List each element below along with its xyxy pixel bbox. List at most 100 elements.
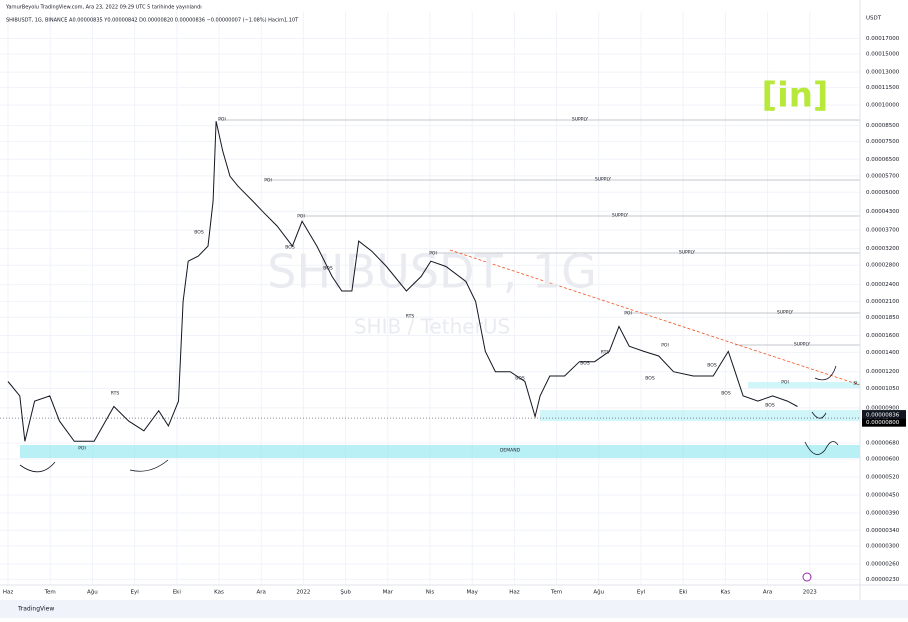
annotation: BOS: [194, 230, 204, 236]
annotation: POI: [218, 117, 226, 123]
logo: [in]: [762, 76, 829, 116]
x-tick-label: Ara: [257, 590, 266, 596]
x-tick-label: Haz: [509, 590, 520, 596]
y-tick-label: 0.00001600: [866, 333, 900, 339]
annotation: RTS: [406, 314, 415, 320]
y-tick-label: 0.00011500: [866, 85, 900, 91]
x-tick-label: Kas: [721, 590, 731, 596]
annotation: POI: [661, 343, 669, 349]
annotation: BOS: [580, 361, 590, 367]
marker-price-tag: [862, 418, 906, 427]
watermark-symbol: SHIBUSDT, 1G: [267, 245, 596, 299]
trend-line: [449, 249, 861, 386]
symbol-legend: SHIBUSDT, 1G, BINANCE A0.00000835 Y0.000…: [6, 18, 299, 24]
y-tick-label: 0.00000340: [866, 528, 900, 534]
footer-brand: TradingView: [17, 606, 54, 613]
y-tick-label: 0.00005700: [866, 173, 900, 179]
annotation: BOS: [645, 376, 655, 382]
x-tick-label: Haz: [3, 590, 14, 596]
y-tick-label: 0.00000520: [866, 474, 900, 480]
y-tick-label: 0.00003700: [866, 228, 900, 234]
annotation: SL: [853, 381, 859, 387]
annotation: SUPPLY: [612, 213, 628, 219]
y-tick-label: 0.00000680: [866, 441, 900, 447]
annotation: SUPPLY: [572, 117, 588, 123]
price-line: [7, 121, 798, 442]
x-tick-label: Tem: [44, 590, 56, 596]
y-tick-label: 0.00002100: [866, 299, 900, 305]
x-tick-label: Kas: [214, 590, 224, 596]
annotation: SUPPLY: [679, 250, 695, 256]
annotation: POI: [781, 380, 789, 386]
y-tick-label: 0.00008500: [866, 123, 900, 129]
x-tick-label: 2023: [803, 590, 817, 596]
x-tick-label: Şub: [340, 590, 351, 596]
y-tick-label: 0.00002800: [866, 263, 900, 269]
watermark-pair: SHIB / TetherUS: [354, 315, 510, 339]
y-tick-label: 0.00001200: [866, 369, 900, 375]
y-tick-label: 0.00001400: [866, 350, 900, 356]
y-tick-label: 0.00001850: [866, 315, 900, 321]
annotation: RTS: [111, 391, 120, 397]
y-tick-label: 0.00006500: [866, 157, 900, 163]
sketch-arrow: [19, 461, 56, 473]
annotation: BOS: [721, 391, 731, 397]
x-tick-label: Eki: [173, 590, 182, 596]
annotation: POI: [264, 178, 272, 184]
annotation: POI: [624, 311, 632, 317]
published-note: YarnurBeyolu TradingView.com, Ara 23, 20…: [5, 5, 202, 11]
x-tick-label: Mar: [383, 590, 394, 596]
x-tick-label: May: [467, 590, 479, 596]
annotation: BOS: [707, 363, 717, 369]
y-tick-label: 0.00000600: [866, 456, 900, 462]
y-tick-label: 0.00007500: [866, 139, 900, 145]
sketch-arrow: [814, 365, 837, 381]
annotation: SUPPLY: [595, 177, 611, 183]
x-tick-label: Nis: [426, 590, 435, 596]
annotation: BOS: [285, 245, 295, 251]
zone: [20, 445, 860, 458]
y-tick-label: 0.00005000: [866, 190, 900, 196]
event-icon[interactable]: [802, 572, 812, 582]
zone: [748, 382, 860, 388]
y-tick-label: 0.00000390: [866, 511, 900, 517]
annotation: SUPPLY: [777, 310, 793, 316]
y-tick-label: 0.00001050: [866, 386, 900, 392]
x-tick-label: Eyl: [130, 590, 139, 596]
annotation: DEMAND: [500, 448, 521, 454]
x-tick-label: Ağu: [593, 589, 604, 596]
marker-price-label: 0.00000800: [866, 420, 900, 426]
zone: [540, 410, 860, 421]
x-tick-label: Ara: [763, 590, 772, 596]
sketch-arrow: [129, 459, 169, 472]
y-tick-label: 0.00017000: [866, 36, 900, 42]
x-tick-label: Eyl: [637, 590, 646, 596]
y-tick-label: 0.00000260: [866, 561, 900, 567]
x-tick-label: Tem: [550, 590, 562, 596]
y-tick-label: 0.00003200: [866, 246, 900, 252]
y-tick-label: 0.00004300: [866, 209, 900, 215]
footer-bar: [0, 600, 908, 618]
y-tick-label: 0.00000900: [866, 405, 900, 411]
y-axis-unit: USDT: [866, 16, 882, 22]
annotation: BOS: [765, 403, 775, 409]
annotation: SUPPLY: [794, 342, 810, 348]
y-tick-label: 0.00000230: [866, 577, 900, 583]
annotation: POI: [297, 214, 305, 220]
y-tick-label: 0.00000300: [866, 544, 900, 550]
x-tick-label: 2022: [296, 590, 310, 596]
y-tick-label: 0.00000450: [866, 493, 900, 499]
y-tick-label: 0.00015000: [866, 52, 900, 58]
y-tick-label: 0.00013000: [866, 70, 900, 76]
last-price-label: 0.00000836: [866, 413, 900, 419]
annotation: RTS: [601, 350, 610, 356]
y-tick-label: 0.00010000: [866, 103, 900, 109]
x-tick-label: Eki: [679, 590, 688, 596]
y-tick-label: 0.00002400: [866, 282, 900, 288]
sketch-arrow: [804, 441, 839, 455]
annotation: POI: [78, 446, 86, 452]
x-tick-label: Ağu: [87, 589, 98, 596]
annotation: POI: [429, 251, 437, 257]
